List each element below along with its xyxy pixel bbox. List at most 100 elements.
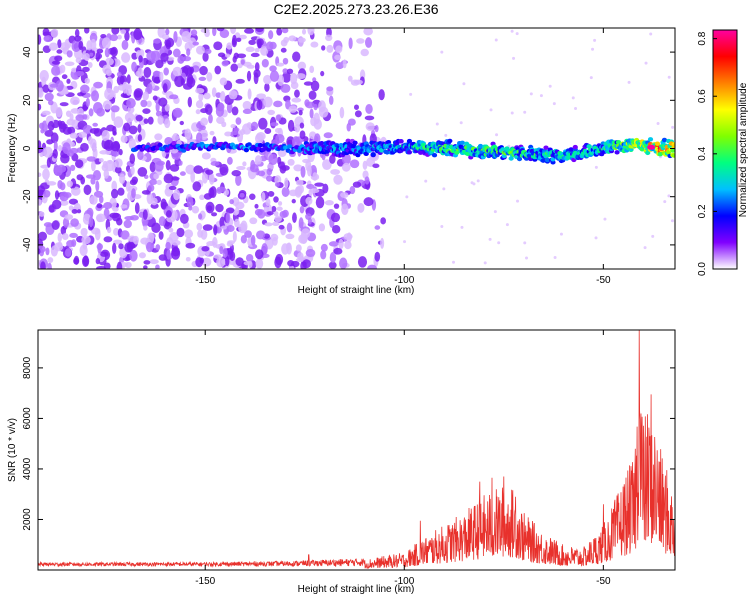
noise-cell [51, 65, 61, 76]
noise-cell [354, 110, 362, 118]
noise-cell [46, 157, 51, 168]
noise-cell [269, 70, 280, 82]
y-tick-label: 6000 [22, 407, 33, 430]
noise-cell [594, 236, 598, 240]
noise-cell [323, 132, 333, 139]
noise-cell [242, 161, 247, 167]
noise-cell [204, 104, 213, 115]
noise-cell [235, 78, 245, 84]
snr-x-label: Height of straight line (km) [298, 584, 415, 595]
band-cell [586, 144, 592, 149]
noise-cell [363, 197, 374, 207]
noise-cell [59, 123, 68, 130]
spectrogram-x-ticks: -150 -100 -50 [195, 28, 611, 286]
noise-cell [281, 28, 289, 34]
spectrogram-x-label: Height of straight line (km) [298, 285, 415, 296]
noise-cell [559, 232, 563, 236]
noise-cell [451, 260, 455, 264]
noise-cell [227, 240, 235, 245]
noise-cell [39, 69, 49, 82]
noise-cell [339, 106, 345, 119]
noise-cell [244, 230, 252, 238]
noise-cell [234, 207, 240, 215]
noise-cell [70, 108, 80, 114]
noise-cell [656, 121, 660, 125]
noise-cell [179, 120, 184, 126]
noise-cell [169, 94, 179, 100]
noise-cell [66, 149, 74, 157]
noise-cell [261, 191, 266, 202]
noise-cell [75, 57, 82, 64]
noise-cell [68, 198, 78, 205]
noise-cell [328, 261, 337, 269]
noise-cell [179, 213, 189, 224]
noise-cell [510, 29, 514, 33]
noise-cell [46, 181, 57, 186]
noise-cell [87, 136, 93, 145]
noise-cell [156, 179, 162, 186]
noise-cell [212, 136, 217, 145]
noise-cell [643, 246, 647, 250]
noise-cell [240, 220, 248, 233]
y-tick-label: -20 [22, 189, 33, 204]
noise-cell [591, 47, 595, 51]
band-cell [516, 156, 523, 162]
noise-cell [116, 71, 122, 77]
noise-cell [295, 73, 306, 80]
noise-cell [288, 35, 297, 42]
noise-cell [134, 202, 140, 214]
noise-cell [292, 51, 301, 62]
noise-cell [153, 70, 160, 76]
noise-cell [357, 202, 365, 213]
noise-cell [74, 35, 82, 42]
noise-cell [273, 211, 279, 217]
noise-cell [112, 206, 119, 212]
noise-cell [224, 131, 232, 137]
noise-cell [112, 130, 117, 136]
noise-cell [110, 105, 120, 113]
noise-cell [71, 40, 81, 52]
noise-cell [137, 134, 143, 142]
noise-cell [495, 133, 499, 137]
band-cell [657, 152, 663, 157]
noise-cell [202, 52, 209, 62]
noise-cell [380, 237, 385, 249]
noise-cell [221, 60, 229, 67]
noise-cell [287, 260, 295, 267]
noise-cell [231, 170, 242, 177]
band-cell [614, 150, 620, 155]
noise-cell [440, 225, 444, 229]
noise-cell [38, 87, 42, 98]
noise-cell [318, 106, 329, 118]
noise-cell [242, 108, 253, 115]
noise-cell [38, 231, 48, 241]
band-cell [157, 142, 163, 148]
noise-cell [66, 180, 73, 188]
noise-cell [61, 233, 69, 240]
noise-cell [256, 230, 266, 240]
spectrogram-y-label: Frequency (Hz) [7, 114, 18, 183]
noise-cell [192, 181, 202, 192]
noise-cell [85, 174, 96, 179]
noise-cell [552, 102, 556, 106]
noise-cell [145, 241, 154, 253]
noise-cell [230, 130, 239, 136]
noise-cell [78, 40, 84, 51]
noise-cell [100, 34, 107, 39]
noise-cell [113, 85, 120, 94]
noise-cell [308, 90, 317, 100]
noise-cell [334, 54, 341, 61]
band-cell [406, 150, 413, 155]
noise-cell [273, 196, 279, 203]
noise-cell [256, 99, 263, 111]
noise-cell [89, 127, 100, 134]
noise-cell [43, 190, 51, 198]
noise-cell [440, 50, 444, 54]
noise-cell [338, 238, 344, 250]
y-tick-label: -40 [22, 237, 33, 252]
noise-cell [142, 209, 148, 220]
noise-cell [179, 171, 186, 176]
noise-cell [235, 257, 244, 266]
noise-cell [348, 37, 353, 50]
